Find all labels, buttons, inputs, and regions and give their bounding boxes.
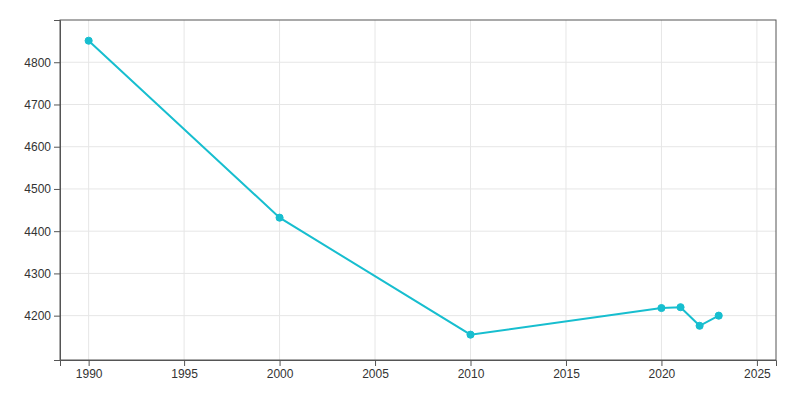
y-axis-tick: 4500: [24, 182, 60, 196]
grid-line-x: [88, 20, 89, 360]
grid-line-y: [60, 315, 776, 316]
grid-line-y: [60, 273, 776, 274]
y-axis-tick-label: 4500: [24, 182, 51, 196]
y-axis-tick-label: 4200: [24, 309, 51, 323]
y-axis-tick-mark: [54, 231, 60, 232]
x-axis-tick-mark: [471, 360, 472, 366]
y-axis-tick-mark: [54, 147, 60, 148]
x-axis-tick-label: 2025: [744, 367, 771, 381]
x-axis-tick-mark: [89, 360, 90, 366]
marker: [677, 304, 684, 311]
y-axis-tick: 4600: [24, 140, 60, 154]
marker: [467, 331, 474, 338]
x-axis-tick: 1990: [76, 360, 103, 381]
y-axis-tick-label: 4300: [24, 267, 51, 281]
y-axis-tick-mark: [54, 62, 60, 63]
y-axis-tick: 4400: [24, 225, 60, 239]
y-axis-tick-label: 4400: [24, 225, 51, 239]
grid-line-x: [565, 20, 566, 360]
x-axis-tick: 2010: [458, 360, 485, 381]
x-axis-line: [61, 361, 777, 367]
y-axis-tick: 4800: [24, 56, 60, 70]
grid: [60, 20, 776, 360]
x-axis-tick-mark: [184, 360, 185, 366]
x-axis-tick: 2005: [362, 360, 389, 381]
y-axis-line: [54, 21, 61, 361]
y-axis-tick: 4300: [24, 267, 60, 281]
x-axis-tick: 2020: [649, 360, 676, 381]
x-axis-tick-label: 1995: [171, 367, 198, 381]
x-axis-tick-mark: [280, 360, 281, 366]
x-axis-tick-mark: [566, 360, 567, 366]
grid-line-x: [756, 20, 757, 360]
x-axis-tick-label: 2015: [553, 367, 580, 381]
grid-line-y: [60, 104, 776, 105]
x-axis-tick: 2025: [744, 360, 771, 381]
x-axis-tick-mark: [757, 360, 758, 366]
y-axis-tick-mark: [54, 316, 60, 317]
grid-line-x: [470, 20, 471, 360]
x-axis-tick: 2000: [267, 360, 294, 381]
marker: [276, 214, 283, 221]
chart: 1990 1995 2000 2005 2010 2015 2020 2025 4200 4300…: [0, 0, 800, 400]
y-axis-tick-mark: [54, 189, 60, 190]
plot-frame: [60, 20, 776, 360]
marker: [85, 37, 92, 44]
x-axis-tick-mark: [375, 360, 376, 366]
grid-line-y: [60, 146, 776, 147]
x-axis-tick: 1995: [171, 360, 198, 381]
x-axis-tick-label: 2020: [649, 367, 676, 381]
y-axis-tick-mark: [54, 273, 60, 274]
line: [89, 41, 719, 335]
x-axis-tick: 2015: [553, 360, 580, 381]
marks: [85, 37, 722, 338]
y-axis: 4200 4300 4400 4500 4600 4700 4800: [24, 21, 60, 361]
grid-line-y: [60, 62, 776, 63]
marker: [696, 322, 703, 329]
plot: 1990 1995 2000 2005 2010 2015 2020 2025 4200 4300…: [24, 20, 776, 381]
x-axis-tick-label: 2010: [458, 367, 485, 381]
y-axis-tick-label: 4600: [24, 140, 51, 154]
x-axis: 1990 1995 2000 2005 2010 2015 2020 2025: [61, 360, 777, 381]
marker: [658, 304, 665, 311]
x-axis-tick-mark: [661, 360, 662, 366]
grid-line-y: [60, 231, 776, 232]
marker: [715, 312, 722, 319]
grid-line-x: [375, 20, 376, 360]
y-axis-tick: 4700: [24, 98, 60, 112]
y-axis-tick-mark: [54, 104, 60, 105]
y-axis-tick: 4200: [24, 309, 60, 323]
y-axis-tick-label: 4700: [24, 98, 51, 112]
grid-line-x: [184, 20, 185, 360]
grid-line-x: [279, 20, 280, 360]
x-axis-tick-label: 2000: [267, 367, 294, 381]
y-axis-tick-label: 4800: [24, 56, 51, 70]
x-axis-tick-label: 1990: [76, 367, 103, 381]
grid-line-y: [60, 188, 776, 189]
x-axis-tick-label: 2005: [362, 367, 389, 381]
